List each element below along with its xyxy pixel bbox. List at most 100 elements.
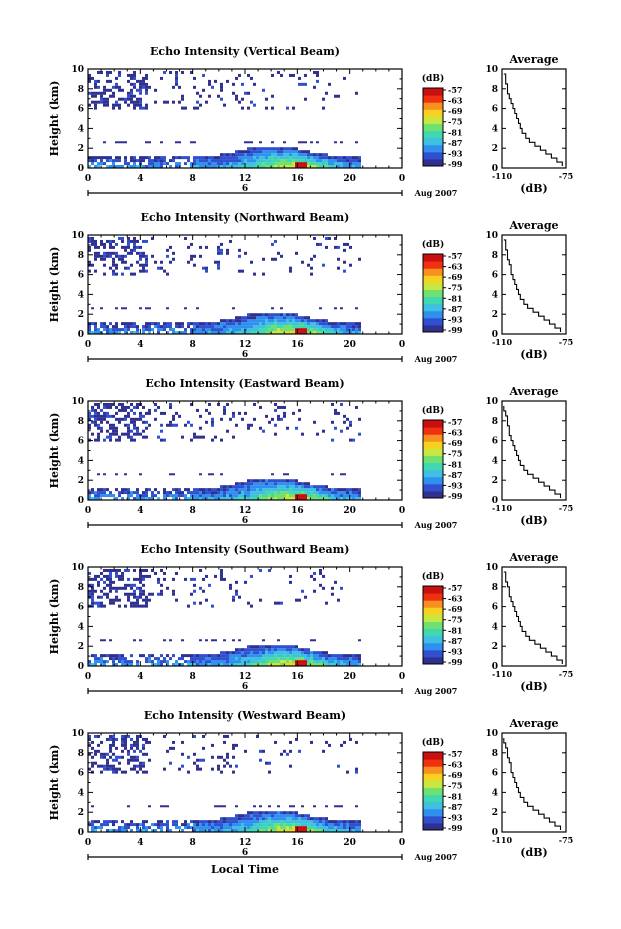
heatmap-cell bbox=[166, 248, 169, 252]
heatmap-cell bbox=[220, 438, 223, 442]
heatmap-cell bbox=[238, 411, 241, 415]
heatmap-cell bbox=[346, 770, 349, 774]
heatmap-cell bbox=[292, 411, 295, 415]
heatmap-cell bbox=[289, 657, 292, 661]
heatmap-cell bbox=[157, 663, 160, 667]
heatmap-cell bbox=[277, 651, 280, 655]
heatmap-cell bbox=[217, 654, 220, 658]
heatmap-cell bbox=[235, 423, 238, 427]
heatmap-cell bbox=[355, 767, 358, 771]
colorbar-unit: (dB) bbox=[422, 737, 444, 748]
heatmap-cell bbox=[148, 660, 151, 664]
heatmap-cell bbox=[97, 820, 100, 824]
heatmap-cell bbox=[160, 654, 163, 658]
heatmap-cell bbox=[133, 823, 136, 827]
heatmap-cell bbox=[277, 645, 280, 649]
heatmap-cell bbox=[307, 814, 310, 818]
heatmap-cell bbox=[94, 761, 97, 765]
heatmap-cell bbox=[145, 497, 148, 501]
heatmap-cell bbox=[91, 823, 94, 827]
heatmap-cell bbox=[112, 598, 115, 602]
heatmap-cell bbox=[199, 435, 202, 439]
heatmap-cell bbox=[97, 595, 100, 599]
heatmap-cell bbox=[229, 663, 232, 667]
heatmap-cell bbox=[121, 491, 124, 495]
heatmap-cell bbox=[121, 405, 124, 409]
average-y-tick-label: 2 bbox=[492, 808, 498, 818]
heatmap-cell bbox=[226, 734, 229, 738]
heatmap-cell bbox=[337, 266, 340, 270]
colorbar-swatch bbox=[423, 303, 443, 312]
heatmap-cell bbox=[241, 97, 244, 101]
heatmap-cell bbox=[355, 663, 358, 667]
heatmap-cell bbox=[241, 829, 244, 833]
heatmap-cell bbox=[88, 494, 91, 498]
heatmap-cell bbox=[94, 159, 97, 163]
heatmap-cell bbox=[262, 156, 265, 160]
heatmap-cell bbox=[100, 752, 103, 756]
heatmap-cell bbox=[220, 497, 223, 501]
heatmap-cell bbox=[271, 106, 274, 110]
heatmap-cell bbox=[310, 663, 313, 667]
heatmap-cell bbox=[118, 660, 121, 664]
heatmap-cell bbox=[121, 770, 124, 774]
heatmap-cell bbox=[97, 435, 100, 439]
heatmap-cell bbox=[133, 70, 136, 74]
heatmap-cell bbox=[148, 657, 151, 661]
heatmap-cell bbox=[217, 325, 220, 329]
colorbar-tick-label: -81 bbox=[448, 293, 462, 303]
heatmap-cell bbox=[145, 82, 148, 86]
heatmap-cell bbox=[322, 657, 325, 661]
heatmap-cell bbox=[274, 150, 277, 154]
heatmap-cell bbox=[112, 820, 115, 824]
heatmap-cell bbox=[271, 829, 274, 833]
heatmap-cell bbox=[118, 826, 121, 830]
heatmap-cell bbox=[220, 97, 223, 101]
colorbar-swatch bbox=[423, 261, 443, 269]
heatmap-cell bbox=[115, 598, 118, 602]
heatmap-cell bbox=[208, 79, 211, 83]
y-axis-label: Height (km) bbox=[48, 579, 61, 655]
heatmap-cell bbox=[130, 251, 133, 255]
heatmap-cell bbox=[292, 485, 295, 489]
heatmap-cell bbox=[220, 571, 223, 575]
heatmap-cell bbox=[127, 752, 130, 756]
heatmap-cell bbox=[94, 239, 97, 243]
heatmap-cell bbox=[223, 325, 226, 329]
heatmap-cell bbox=[259, 758, 262, 762]
heatmap-cell bbox=[238, 331, 241, 335]
heatmap-cell bbox=[91, 761, 94, 765]
heatmap-cell bbox=[109, 245, 112, 249]
heatmap-cell bbox=[175, 79, 178, 83]
heatmap-cell bbox=[217, 488, 220, 492]
heatmap-cell bbox=[223, 660, 226, 664]
colorbar-tick-label: -57 bbox=[448, 749, 462, 759]
heatmap-cell bbox=[235, 76, 238, 80]
x-tick-label: 0 bbox=[399, 506, 405, 516]
heatmap-cell bbox=[229, 488, 232, 492]
heatmap-cell bbox=[187, 770, 190, 774]
heatmap-cell bbox=[262, 660, 265, 664]
heatmap-cell bbox=[109, 829, 112, 833]
heatmap-cell bbox=[127, 162, 130, 166]
heatmap-cell bbox=[310, 740, 313, 744]
colorbar-swatch bbox=[423, 635, 443, 644]
heatmap-cell bbox=[196, 331, 199, 335]
heatmap-cell bbox=[175, 322, 178, 326]
heatmap-cell bbox=[232, 485, 235, 489]
heatmap-cell bbox=[109, 491, 112, 495]
colorbar-swatch bbox=[423, 490, 443, 499]
heatmap-cell bbox=[106, 823, 109, 827]
heatmap-cell bbox=[112, 159, 115, 163]
heatmap-cell bbox=[100, 70, 103, 74]
heatmap-cell bbox=[142, 156, 145, 160]
heatmap-cell bbox=[307, 648, 310, 652]
heatmap-cell bbox=[94, 82, 97, 86]
heatmap-cell bbox=[220, 568, 223, 572]
heatmap-cell bbox=[175, 497, 178, 501]
heatmap-cell bbox=[250, 153, 253, 157]
heatmap-cell bbox=[163, 322, 166, 326]
heatmap-cell bbox=[163, 494, 166, 498]
heatmap-cell bbox=[316, 156, 319, 160]
heatmap-cell bbox=[91, 162, 94, 166]
